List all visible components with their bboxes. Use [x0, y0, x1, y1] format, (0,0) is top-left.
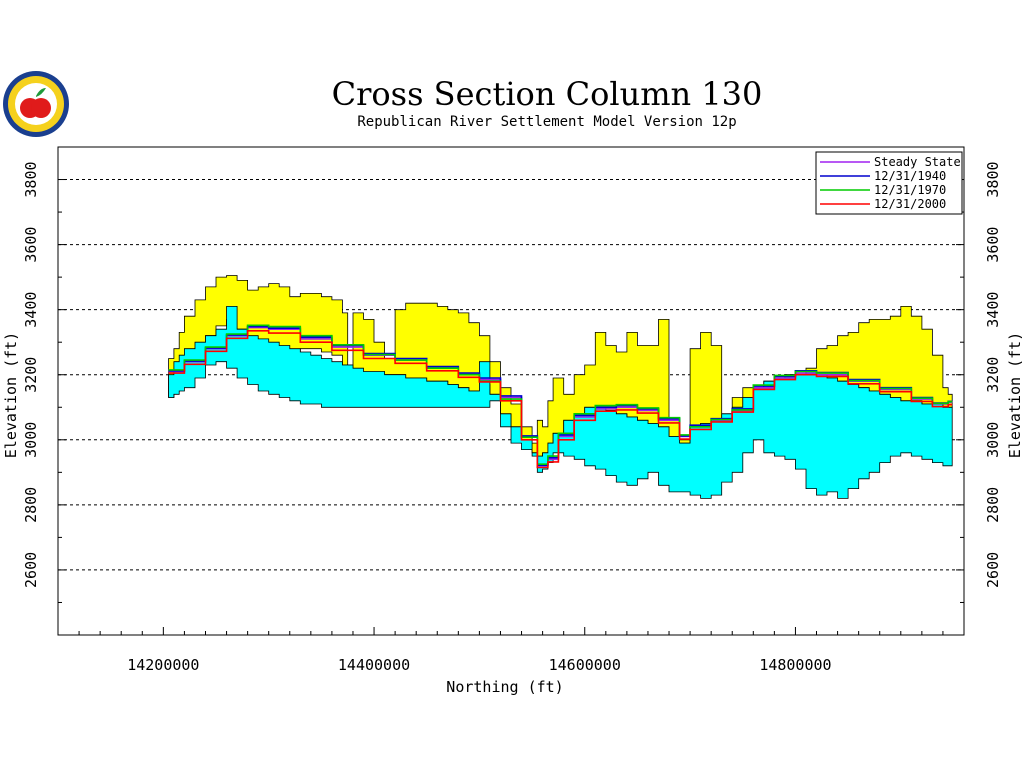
y-tick-label-left: 2600: [22, 552, 40, 588]
y-tick-label-left: 3200: [22, 357, 40, 393]
y-ticks-right: 2600 2800 3000 3200 3400 3600 3800: [956, 146, 1002, 636]
legend: Steady State12/31/194012/31/197012/31/20…: [815, 151, 963, 215]
x-tick-label: 14400000: [338, 656, 410, 674]
y-tick-label-left: 3600: [22, 227, 40, 263]
chart-subtitle: Republican River Settlement Model Versio…: [357, 114, 736, 130]
x-tick-label: 14800000: [759, 656, 831, 674]
series-line-4: [168, 330, 953, 469]
x-ticks: 14200000 14400000 14600000 14800000: [78, 627, 965, 674]
y-tick-label-right: 2800: [984, 487, 1002, 523]
legend-label: Steady State: [874, 155, 961, 169]
x-tick-label: 14200000: [127, 656, 199, 674]
y-tick-label-right: 3800: [984, 161, 1002, 197]
y-tick-label-right: 3400: [984, 292, 1002, 328]
y-ticks-left: 2600 2800 3000 3200 3400 3600 3800: [22, 146, 66, 636]
x-axis-label: Northing (ft): [446, 678, 563, 696]
y-tick-label-right: 2600: [984, 552, 1002, 588]
y-tick-label-right: 3200: [984, 357, 1002, 393]
x-tick-label: 14600000: [549, 656, 621, 674]
logo-seal-icon: [3, 71, 69, 137]
legend-label: 12/31/2000: [874, 197, 946, 211]
y-tick-label-right: 3600: [984, 227, 1002, 263]
layer-areas: [168, 275, 953, 499]
legend-label: 12/31/1940: [874, 169, 946, 183]
y-tick-label-left: 3400: [22, 292, 40, 328]
y-tick-label-left: 2800: [22, 487, 40, 523]
y-tick-label-left: 3000: [22, 422, 40, 458]
series-lines: [168, 324, 953, 469]
y-axis-label-left: Elevation (ft): [2, 332, 20, 458]
plot-frame: [57, 146, 965, 636]
y-axis-label-right: Elevation (ft): [1006, 332, 1024, 458]
y-tick-label-left: 3800: [22, 161, 40, 197]
chart-title: Cross Section Column 130: [332, 75, 763, 113]
legend-label: 12/31/1970: [874, 183, 946, 197]
y-tick-label-right: 3000: [984, 422, 1002, 458]
